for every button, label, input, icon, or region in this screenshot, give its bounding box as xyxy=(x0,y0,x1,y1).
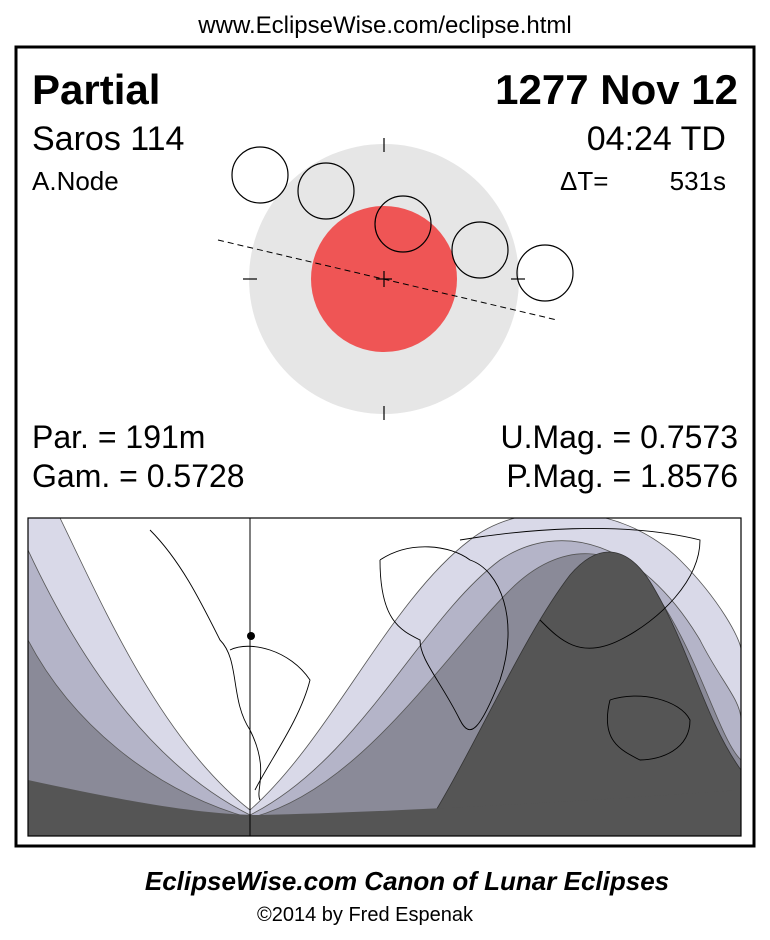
axis-ticks xyxy=(243,138,525,420)
moon xyxy=(451,221,509,279)
delta-t-label: ΔT= xyxy=(560,166,608,196)
moon xyxy=(374,195,432,253)
eclipse-type: Partial xyxy=(32,66,160,113)
moon xyxy=(516,244,574,302)
date: 1277 Nov 12 xyxy=(495,66,738,113)
frame xyxy=(14,45,756,848)
moon xyxy=(231,146,289,204)
gamma: Gam. = 0.5728 xyxy=(32,458,245,494)
penumbral-mag: P.Mag. = 1.8576 xyxy=(506,458,738,494)
url: www.EclipseWise.com/eclipse.html xyxy=(197,12,571,39)
umbral-mag: U.Mag. = 0.7573 xyxy=(501,419,738,455)
time: 04:24 TD xyxy=(587,120,726,158)
moon-path xyxy=(217,239,558,321)
footer-title: EclipseWise.com Canon of Lunar Eclipses xyxy=(145,866,669,896)
delta-t-value: 531s xyxy=(670,166,726,196)
world-map xyxy=(27,517,742,837)
coastlines xyxy=(149,528,701,801)
moon-diagram xyxy=(217,138,574,420)
node: A.Node xyxy=(32,166,119,196)
moon xyxy=(297,162,355,220)
duration: Par. = 191m xyxy=(32,419,205,455)
subsolar-point xyxy=(247,632,255,640)
saros: Saros 114 xyxy=(32,120,184,158)
copyright: ©2014 by Fred Espenak xyxy=(257,904,474,926)
